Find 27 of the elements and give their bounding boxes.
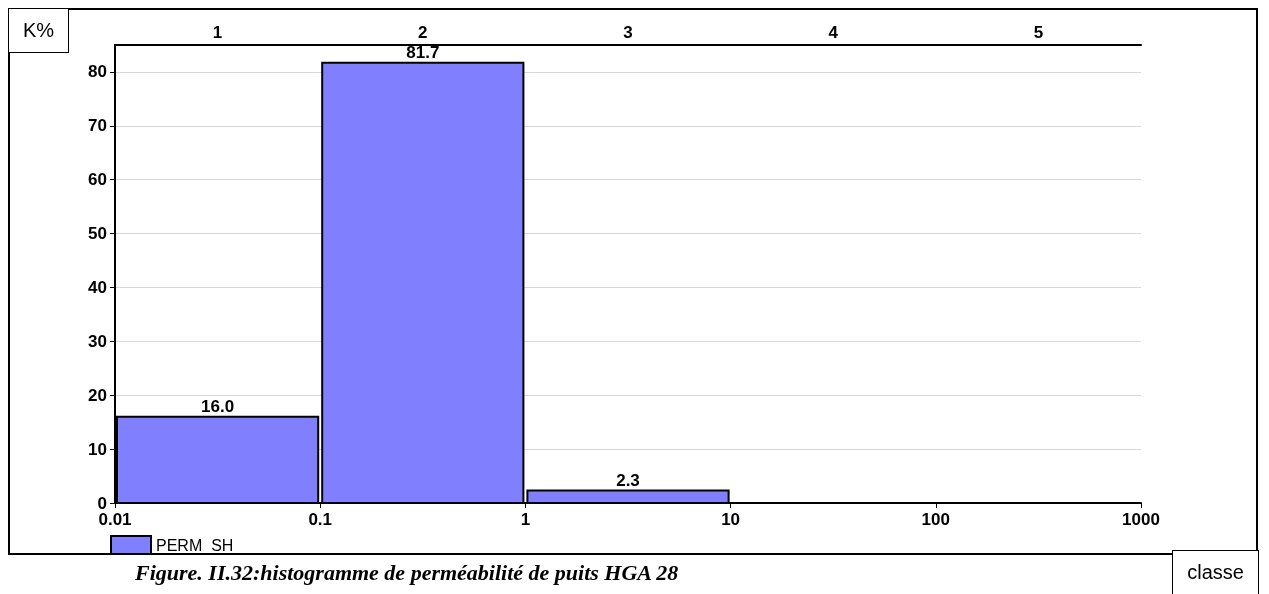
text: Figure. II.32:histogramme de perméabilité de puits HGA 28	[135, 560, 679, 586]
y-tick-label: 60	[88, 170, 107, 190]
data-label: 2.3	[616, 470, 640, 490]
x2-tick-label: 5	[1033, 23, 1044, 42]
x2-tick-label: 2	[418, 23, 428, 42]
x-tick-label: 0.1	[308, 510, 333, 529]
y-tick-label: 20	[88, 385, 107, 405]
x2-tick-label: 3	[623, 23, 633, 42]
x-tick-label: 0.01	[98, 510, 132, 529]
y-tick-label: 0	[97, 493, 107, 513]
y-axis-title: K%	[8, 8, 70, 53]
x2-tick-label: 1	[212, 23, 223, 42]
y-tick-label: 80	[88, 62, 107, 82]
data-label: 16.0	[201, 396, 235, 416]
x-tick-label: 1	[520, 510, 531, 529]
y-tick-label: 40	[88, 277, 107, 297]
x-axis-title: classe	[1172, 550, 1259, 594]
y-tick-label: 10	[88, 439, 107, 459]
y-tick-label: 30	[88, 331, 107, 351]
x-tick-label: 100	[921, 510, 950, 529]
y-tick-label: 70	[88, 116, 107, 136]
data-label: 81.7	[406, 42, 440, 62]
legend-label: PERM_SH	[156, 536, 234, 555]
x-tick-label: 10	[721, 510, 741, 529]
x2-tick-label: 4	[828, 23, 839, 42]
x-tick-label: 1000	[1122, 510, 1160, 529]
y-tick-label: 50	[88, 224, 107, 244]
